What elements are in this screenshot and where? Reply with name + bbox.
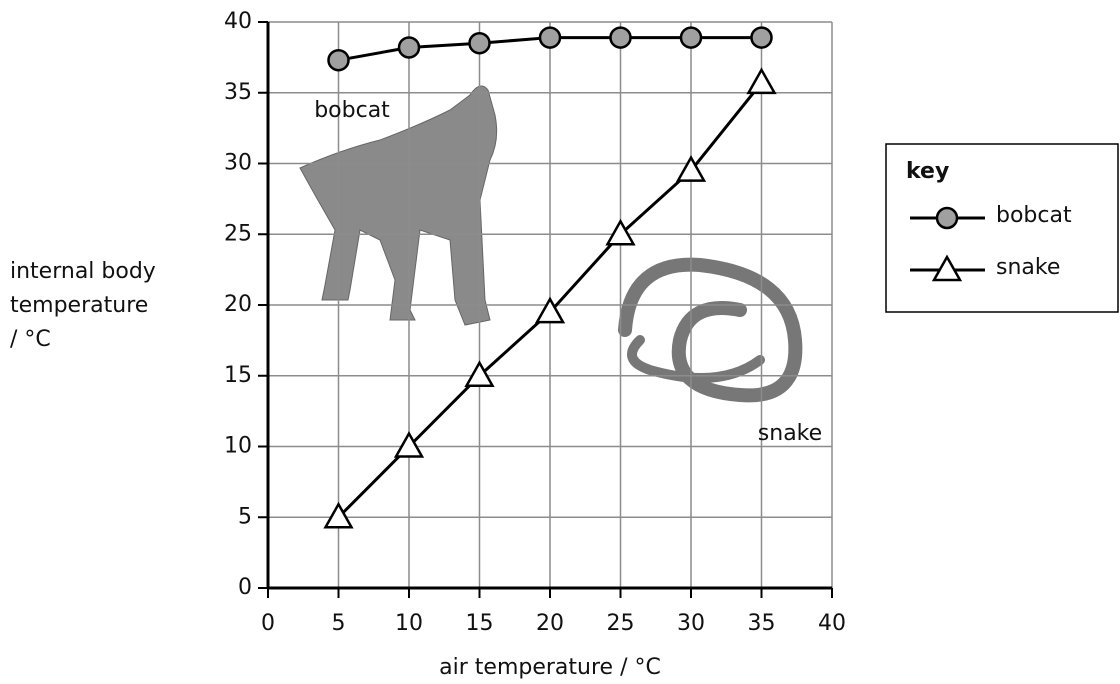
marker: [329, 50, 349, 70]
marker: [540, 28, 560, 48]
x-tick-label: 10: [395, 611, 423, 636]
y-tick-label: 40: [224, 9, 252, 34]
legend-label: bobcat: [996, 203, 1072, 228]
x-tick-label: 30: [677, 611, 705, 636]
x-tick-label: 15: [466, 611, 494, 636]
y-tick-label: 35: [224, 80, 252, 105]
y-tick-label: 10: [224, 434, 252, 459]
y-tick-label: 15: [224, 363, 252, 388]
marker: [399, 37, 419, 57]
legend-label: snake: [996, 255, 1060, 280]
x-axis-label: air temperature / °C: [439, 655, 661, 680]
y-tick-label: 30: [224, 151, 252, 176]
x-tick-label: 40: [818, 611, 846, 636]
y-axis-label: / °C: [10, 327, 51, 352]
marker: [752, 28, 772, 48]
y-axis-label: temperature: [10, 293, 148, 318]
marker: [749, 70, 775, 93]
x-tick-label: 20: [536, 611, 564, 636]
y-axis-label: internal body: [10, 259, 156, 284]
y-tick-label: 20: [224, 292, 252, 317]
y-tick-label: 0: [238, 575, 252, 600]
x-tick-label: 0: [261, 611, 275, 636]
y-tick-label: 25: [224, 221, 252, 246]
annotation: bobcat: [314, 98, 390, 123]
y-tick-label: 5: [238, 504, 252, 529]
x-tick-label: 25: [607, 611, 635, 636]
x-tick-label: 5: [332, 611, 346, 636]
x-tick-label: 35: [748, 611, 776, 636]
marker: [681, 28, 701, 48]
marker: [937, 208, 957, 228]
annotation: snake: [758, 421, 822, 446]
legend-title: key: [906, 159, 949, 184]
chart: 05101520253035400510152025303540 bobcat …: [0, 0, 1120, 684]
marker: [470, 33, 490, 53]
marker: [611, 28, 631, 48]
